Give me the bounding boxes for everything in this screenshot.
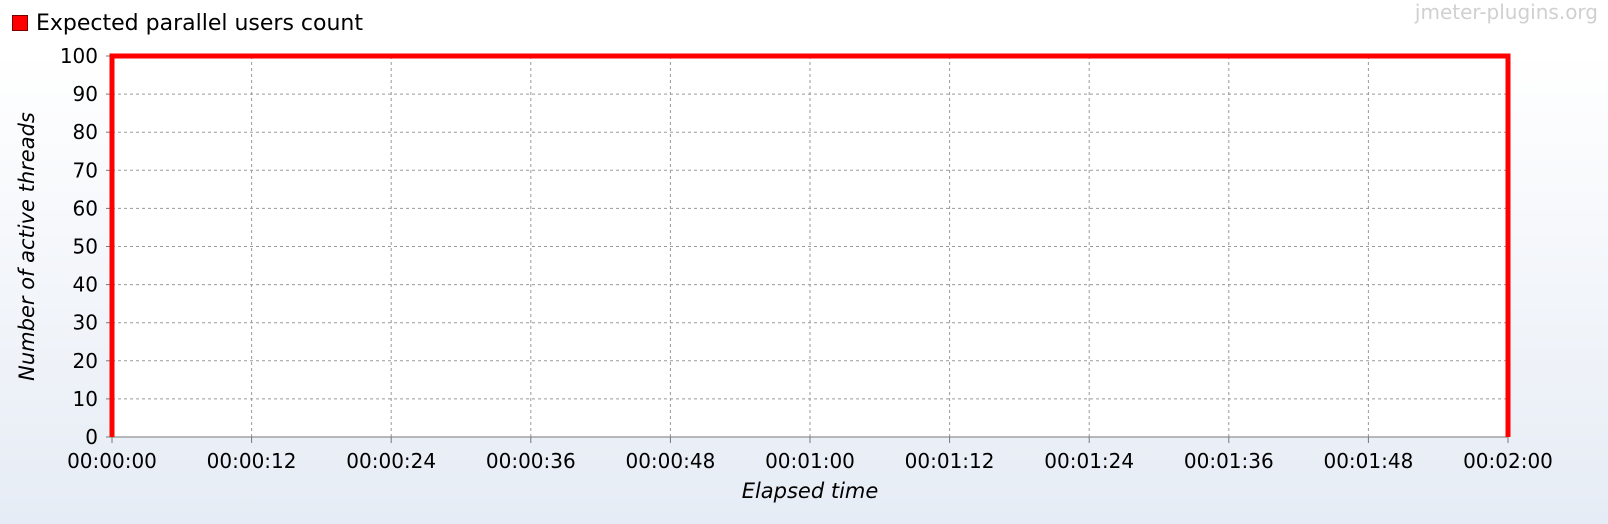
x-tick-label: 00:00:12 <box>207 449 297 473</box>
x-tick-label: 00:01:24 <box>1044 449 1134 473</box>
y-tick-label: 10 <box>73 387 98 411</box>
y-tick-label: 70 <box>73 158 98 182</box>
y-tick-label: 30 <box>73 311 98 335</box>
y-tick-label: 20 <box>73 349 98 373</box>
x-tick-label: 00:01:12 <box>905 449 995 473</box>
y-tick-label: 80 <box>73 120 98 144</box>
x-tick-label: 00:01:36 <box>1184 449 1274 473</box>
y-tick-label: 60 <box>73 196 98 220</box>
x-tick-label: 00:01:00 <box>765 449 855 473</box>
watermark: jmeter-plugins.org <box>1414 0 1598 24</box>
y-tick-label: 40 <box>73 273 98 297</box>
y-tick-label: 0 <box>85 425 98 449</box>
x-tick-label: 00:00:48 <box>625 449 715 473</box>
x-tick-label: 00:02:00 <box>1463 449 1553 473</box>
y-axis-label: Number of active threads <box>15 112 39 381</box>
y-tick-label: 100 <box>60 44 98 68</box>
y-tick-label: 90 <box>73 82 98 106</box>
x-axis-label: Elapsed time <box>742 479 879 503</box>
y-tick-label: 50 <box>73 235 98 259</box>
legend-label: Expected parallel users count <box>36 10 363 36</box>
x-tick-label: 00:00:00 <box>67 449 157 473</box>
legend-swatch <box>12 15 28 31</box>
series-line <box>109 53 1511 437</box>
x-tick-label: 00:01:48 <box>1323 449 1413 473</box>
x-tick-label: 00:00:24 <box>346 449 436 473</box>
legend: Expected parallel users count <box>12 10 363 36</box>
x-tick-label: 00:00:36 <box>486 449 576 473</box>
